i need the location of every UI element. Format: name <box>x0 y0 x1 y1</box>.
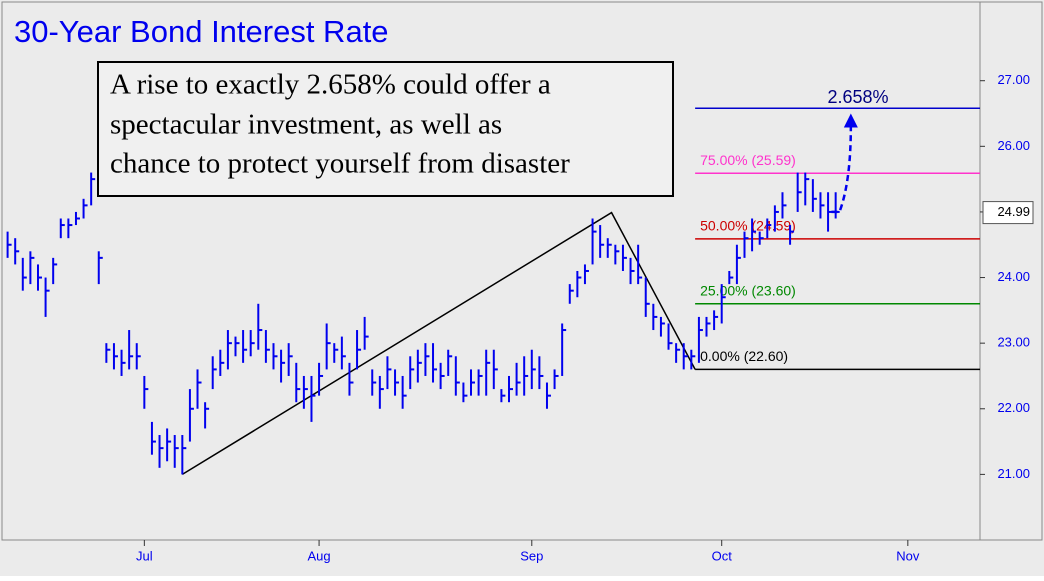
y-axis-frame <box>979 1 1043 541</box>
annotation-frame <box>97 61 674 197</box>
x-tick-label: Jul <box>136 548 153 563</box>
y-tick-label: 26.00 <box>997 138 1030 153</box>
level-label: 0.00% (22.60) <box>700 348 788 364</box>
x-tick-label: Oct <box>712 548 733 563</box>
x-tick-label: Sep <box>520 548 543 563</box>
y-tick-label: 24.00 <box>997 269 1030 284</box>
level-label: 25.00% (23.60) <box>700 282 796 298</box>
forecast-arrow <box>831 125 853 214</box>
annotation-line: spectacular investment, as well as <box>110 109 502 141</box>
trend-line <box>181 211 696 476</box>
y-tick-label: 22.00 <box>997 400 1030 415</box>
level-label: 50.00% (24.59) <box>700 218 796 234</box>
last-price-label: 24.99 <box>997 204 1030 219</box>
arrow-head <box>843 113 858 128</box>
annotation-line: chance to protect yourself from disaster <box>110 148 570 180</box>
x-tick-label: Aug <box>307 548 330 563</box>
plot: 21.0022.0023.0024.0025.0026.0027.00JulAu… <box>6 72 1034 563</box>
chart-title: 30-Year Bond Interest Rate <box>14 14 389 49</box>
level-label: 75.00% (25.59) <box>700 152 796 168</box>
level-label: 2.658% <box>827 87 888 107</box>
x-tick-label: Nov <box>896 548 920 563</box>
annotation-line: A rise to exactly 2.658% could offer a <box>110 69 551 101</box>
y-tick-label: 21.00 <box>997 466 1030 481</box>
y-tick-label: 27.00 <box>997 72 1030 87</box>
y-tick-label: 23.00 <box>997 335 1030 350</box>
last-price-box <box>982 201 1034 225</box>
annotation-box: A rise to exactly 2.658% could offer a s… <box>97 61 674 197</box>
